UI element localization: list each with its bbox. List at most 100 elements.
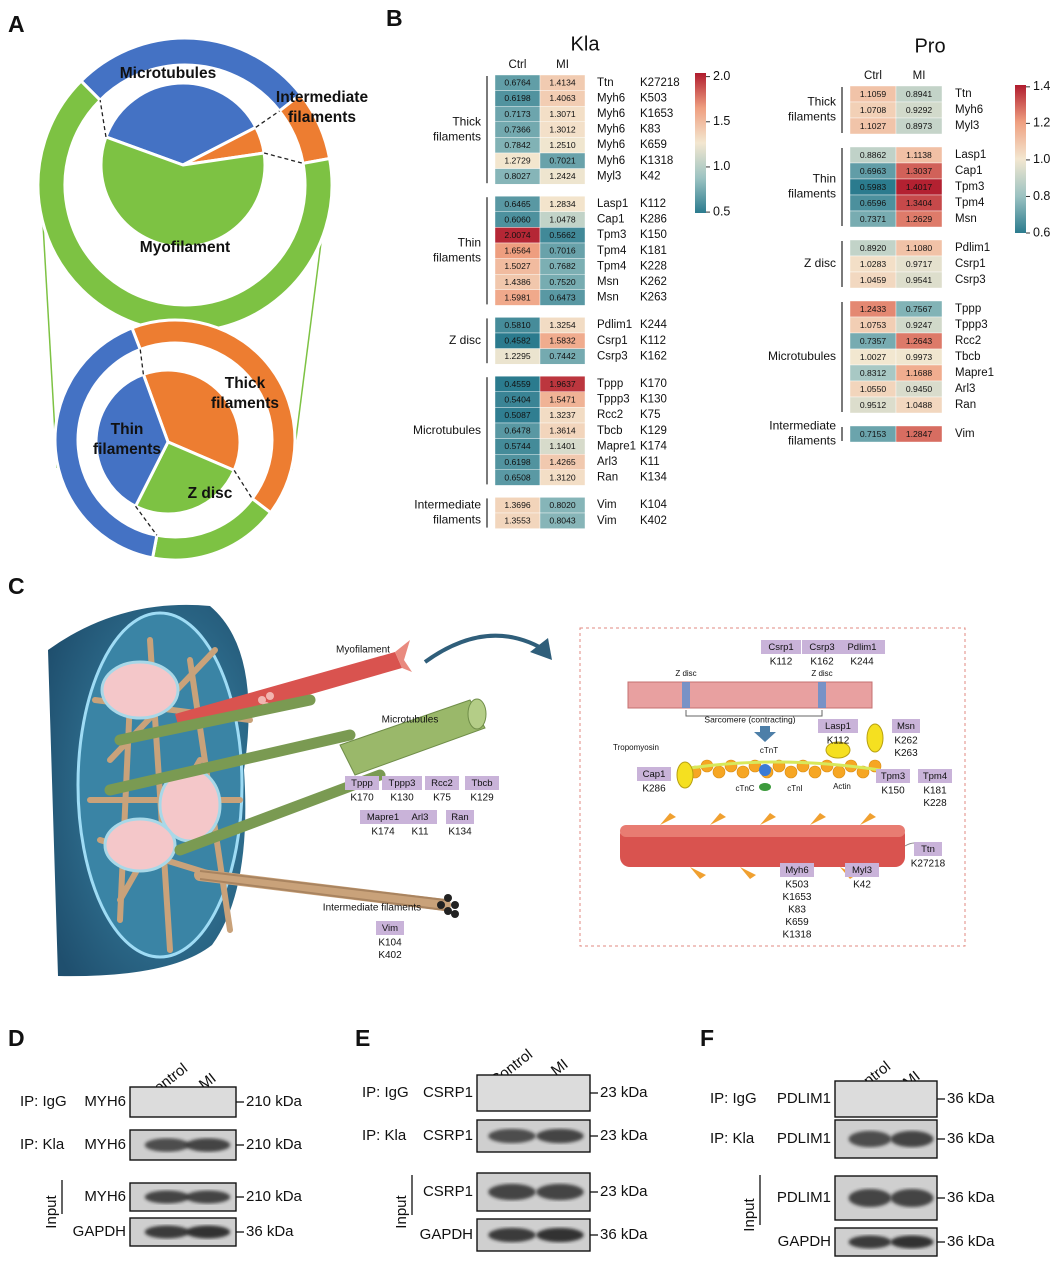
cell-value: 0.7357 bbox=[860, 336, 887, 346]
blot-band bbox=[185, 1225, 231, 1239]
cell-value: 1.3120 bbox=[549, 472, 576, 482]
protein-name: Myl3 bbox=[852, 865, 872, 876]
protein-label: Tppp3 bbox=[955, 319, 988, 331]
cell-value: 0.7371 bbox=[860, 214, 887, 224]
heatmap-cell bbox=[895, 396, 943, 414]
cell-value: 1.2643 bbox=[906, 336, 933, 346]
protein-box bbox=[892, 719, 920, 733]
colorbar-tick-label: 1.4 bbox=[1033, 79, 1050, 93]
protein-label: Lasp1 bbox=[597, 198, 628, 210]
site-label: K162 bbox=[640, 350, 667, 362]
group-label: filaments bbox=[433, 513, 481, 527]
cell-value: 0.7153 bbox=[860, 429, 887, 439]
segment-label: Z disc bbox=[188, 485, 233, 502]
protein-label: Cap1 bbox=[955, 165, 983, 177]
protein-label: Csrp1 bbox=[955, 258, 986, 270]
heatmap-cell bbox=[895, 117, 943, 135]
diagram-label: Myofilament bbox=[336, 645, 390, 656]
protein-label: Csrp3 bbox=[955, 274, 986, 286]
protein-label: Tbcb bbox=[955, 351, 981, 363]
ip-label: IP: Kla bbox=[362, 1127, 407, 1144]
size-label: 210 kDa bbox=[246, 1136, 303, 1153]
diagram-label: cTnC bbox=[735, 784, 754, 793]
site-label: K112 bbox=[827, 736, 850, 747]
protein-label: Tpm3 bbox=[597, 229, 626, 241]
cell-value: 1.3254 bbox=[549, 320, 576, 330]
protein-name: Csrp1 bbox=[768, 642, 793, 653]
pie-slice bbox=[94, 372, 170, 509]
colorbar-tick-label: 0.8 bbox=[1033, 189, 1050, 203]
cell-value: 0.6198 bbox=[504, 457, 531, 467]
blot-band bbox=[536, 1128, 584, 1144]
connector bbox=[263, 152, 304, 164]
cell-value: 1.1401 bbox=[549, 441, 576, 451]
site-label: K42 bbox=[640, 170, 660, 182]
cell-value: 1.4063 bbox=[549, 93, 576, 103]
group-label: Intermediate bbox=[414, 498, 481, 512]
group-label: Thin bbox=[813, 172, 836, 186]
cell-value: 1.3237 bbox=[549, 410, 576, 420]
protein-label: Tpm4 bbox=[597, 260, 627, 272]
cell-value: 1.3404 bbox=[906, 198, 933, 208]
protein-label: Vim bbox=[955, 428, 975, 440]
protein-label: Myh6 bbox=[597, 92, 625, 104]
cell-value: 0.5087 bbox=[504, 410, 531, 420]
segment-label: Microtubules bbox=[120, 65, 216, 82]
segment-label: filaments bbox=[288, 109, 356, 126]
cell-value: 1.3696 bbox=[504, 500, 531, 510]
cell-value: 1.3553 bbox=[504, 516, 531, 526]
size-label: 36 kDa bbox=[947, 1130, 995, 1147]
ip-label: IP: Kla bbox=[20, 1136, 65, 1153]
blot-frame bbox=[476, 1074, 591, 1112]
cell-value: 1.0550 bbox=[860, 384, 887, 394]
protein-label: Arl3 bbox=[597, 456, 617, 468]
cell-value: 0.6465 bbox=[504, 199, 531, 209]
protein-label: Ttn bbox=[597, 77, 614, 89]
protein-label: GAPDH bbox=[420, 1226, 473, 1243]
connector bbox=[135, 505, 158, 536]
site-label: K262 bbox=[894, 736, 918, 747]
group-label: Microtubules bbox=[768, 349, 836, 363]
cell-value: 1.1688 bbox=[906, 368, 933, 378]
site-label: K170 bbox=[350, 793, 374, 804]
size-label: 36 kDa bbox=[246, 1223, 294, 1240]
site-label: K228 bbox=[640, 260, 667, 272]
protein-name: Lasp1 bbox=[825, 721, 851, 732]
group-label: Intermediate bbox=[769, 419, 836, 433]
pie-slice bbox=[104, 81, 258, 167]
site-label: K1318 bbox=[783, 930, 812, 941]
site-label: K112 bbox=[640, 198, 666, 210]
ip-label: IP: IgG bbox=[710, 1090, 757, 1107]
cell-value: 0.4582 bbox=[504, 336, 531, 346]
site-label: K130 bbox=[640, 394, 667, 406]
protein-label: MYH6 bbox=[84, 1188, 126, 1205]
cell-schematic bbox=[48, 604, 552, 977]
connector bbox=[255, 110, 280, 128]
protein-label: Ttn bbox=[955, 88, 972, 100]
protein-label: Tppp3 bbox=[597, 394, 630, 406]
site-label: K263 bbox=[640, 292, 667, 304]
size-label: 210 kDa bbox=[246, 1188, 303, 1205]
diagram-label: cTnT bbox=[760, 746, 778, 755]
protein-name: Tppp3 bbox=[389, 778, 416, 789]
blot-frame bbox=[834, 1080, 938, 1118]
blot-band bbox=[488, 1128, 536, 1144]
cell-value: 1.4386 bbox=[504, 277, 531, 287]
protein-name: Msn bbox=[897, 721, 915, 732]
site-label: K27218 bbox=[911, 859, 946, 870]
blot-band bbox=[536, 1183, 584, 1201]
cell-value: 0.7682 bbox=[549, 261, 576, 271]
cell-value: 0.9541 bbox=[906, 275, 933, 285]
protein-label: Myh6 bbox=[597, 139, 625, 151]
protein-label: PDLIM1 bbox=[777, 1189, 831, 1206]
protein-label: Pdlim1 bbox=[955, 242, 990, 254]
site-label: K228 bbox=[923, 798, 947, 809]
cell-value: 1.3012 bbox=[549, 124, 576, 134]
size-label: 210 kDa bbox=[246, 1093, 303, 1110]
cell-value: 1.4017 bbox=[906, 182, 933, 192]
group-label: Thick bbox=[807, 95, 837, 109]
cell-value: 0.8973 bbox=[906, 121, 933, 131]
ip-label: IP: IgG bbox=[362, 1084, 409, 1101]
blot-band bbox=[890, 1235, 934, 1249]
cell-value: 1.2629 bbox=[906, 214, 933, 224]
